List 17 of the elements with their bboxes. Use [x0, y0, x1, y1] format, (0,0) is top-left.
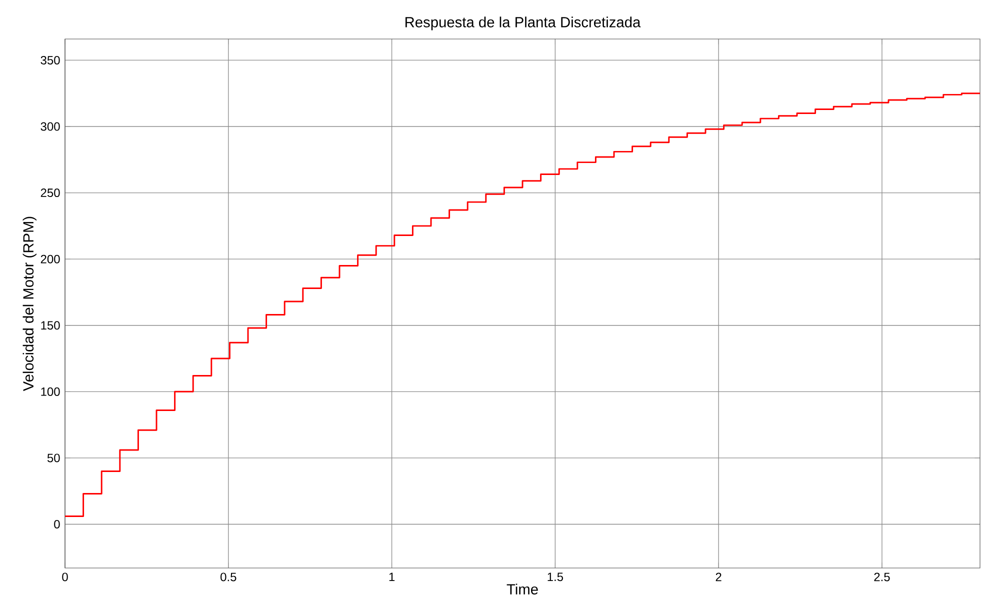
y-tick-label: 350 — [40, 56, 60, 64]
x-tick-label: 1 — [389, 572, 395, 581]
y-axis-title: Velocidad del Motor (RPM) — [22, 216, 36, 392]
y-tick-label: 50 — [47, 454, 60, 462]
x-tick-label: 1.5 — [548, 572, 564, 582]
x-tick-label: 0 — [62, 572, 68, 582]
y-tick-label: 300 — [40, 122, 60, 131]
y-tick-label: 200 — [40, 254, 60, 264]
y-tick-label: 250 — [40, 188, 60, 198]
x-tick-label: 0.5 — [220, 572, 236, 582]
y-tick-label: 100 — [41, 387, 60, 396]
y-tick-label: 0 — [54, 520, 60, 529]
y-tick-label: 150 — [41, 321, 60, 330]
x-tick-label: 2 — [716, 572, 722, 582]
chart-title: Respuesta de la Planta Discretizada — [406, 16, 641, 30]
x-tick-label: 2.5 — [874, 572, 890, 582]
x-axis-title: Time — [506, 584, 538, 594]
